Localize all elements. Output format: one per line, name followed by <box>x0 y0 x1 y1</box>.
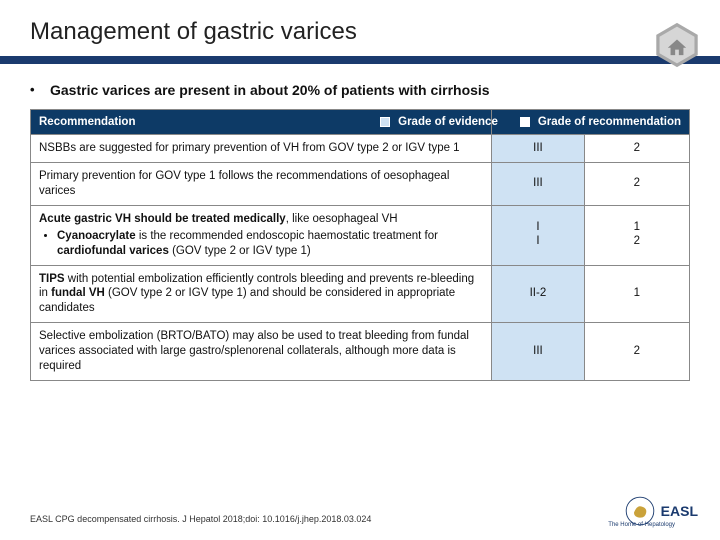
home-icon <box>654 22 700 68</box>
citation-text: EASL CPG decompensated cirrhosis. J Hepa… <box>30 514 371 524</box>
grade-cell: 12 <box>584 205 689 265</box>
header-grades: Grade of evidence Grade of recommendatio… <box>492 109 690 134</box>
title-underline <box>0 56 720 64</box>
evidence-cell: III <box>492 134 584 162</box>
logo-tagline: The Home of Hepatology <box>608 522 675 528</box>
evidence-cell: II <box>492 205 584 265</box>
slide: Management of gastric varices • Gastric … <box>0 0 720 540</box>
table-row: TIPS with potential embolization efficie… <box>31 265 690 323</box>
grade-cell: 2 <box>584 323 689 381</box>
table-row: Acute gastric VH should be treated medic… <box>31 205 690 265</box>
recommendations-table: Recommendation Grade of evidence Grade o… <box>30 109 690 381</box>
title-area: Management of gastric varices <box>0 0 720 54</box>
header-grade-label: Grade of recommendation <box>538 116 681 128</box>
recommendation-cell: Acute gastric VH should be treated medic… <box>31 205 492 265</box>
easl-logo: EASL The Home of Hepatology <box>625 496 698 526</box>
evidence-cell: III <box>492 323 584 381</box>
grade-cell: 2 <box>584 162 689 205</box>
square-evidence-icon <box>380 117 390 127</box>
content-area: • Gastric varices are present in about 2… <box>0 64 720 381</box>
recommendations-table-wrap: Recommendation Grade of evidence Grade o… <box>30 109 690 381</box>
grade-cell: 2 <box>584 134 689 162</box>
table-header-row: Recommendation Grade of evidence Grade o… <box>31 109 690 134</box>
recommendation-cell: TIPS with potential embolization efficie… <box>31 265 492 323</box>
table-row: NSBBs are suggested for primary preventi… <box>31 134 690 162</box>
row3-bullet: Cyanoacrylate is the recommended endosco… <box>57 229 483 259</box>
logo-text: EASL <box>661 503 698 519</box>
table-row: Selective embolization (BRTO/BATO) may a… <box>31 323 690 381</box>
recommendation-cell: Primary prevention for GOV type 1 follow… <box>31 162 492 205</box>
intro-text: Gastric varices are present in about 20%… <box>50 82 490 98</box>
intro-row: • Gastric varices are present in about 2… <box>30 82 690 99</box>
evidence-cell: III <box>492 162 584 205</box>
recommendation-cell: Selective embolization (BRTO/BATO) may a… <box>31 323 492 381</box>
recommendation-cell: NSBBs are suggested for primary preventi… <box>31 134 492 162</box>
bullet-dot: • <box>30 82 40 99</box>
grade-cell: 1 <box>584 265 689 323</box>
evidence-cell: II-2 <box>492 265 584 323</box>
row3-line1: Acute gastric VH should be treated medic… <box>39 213 286 225</box>
table-row: Primary prevention for GOV type 1 follow… <box>31 162 690 205</box>
row3-line1b: , like oesophageal VH <box>286 213 398 225</box>
header-evidence-label: Grade of evidence <box>398 116 498 128</box>
slide-title: Management of gastric varices <box>30 18 720 46</box>
square-recommendation-icon <box>520 117 530 127</box>
